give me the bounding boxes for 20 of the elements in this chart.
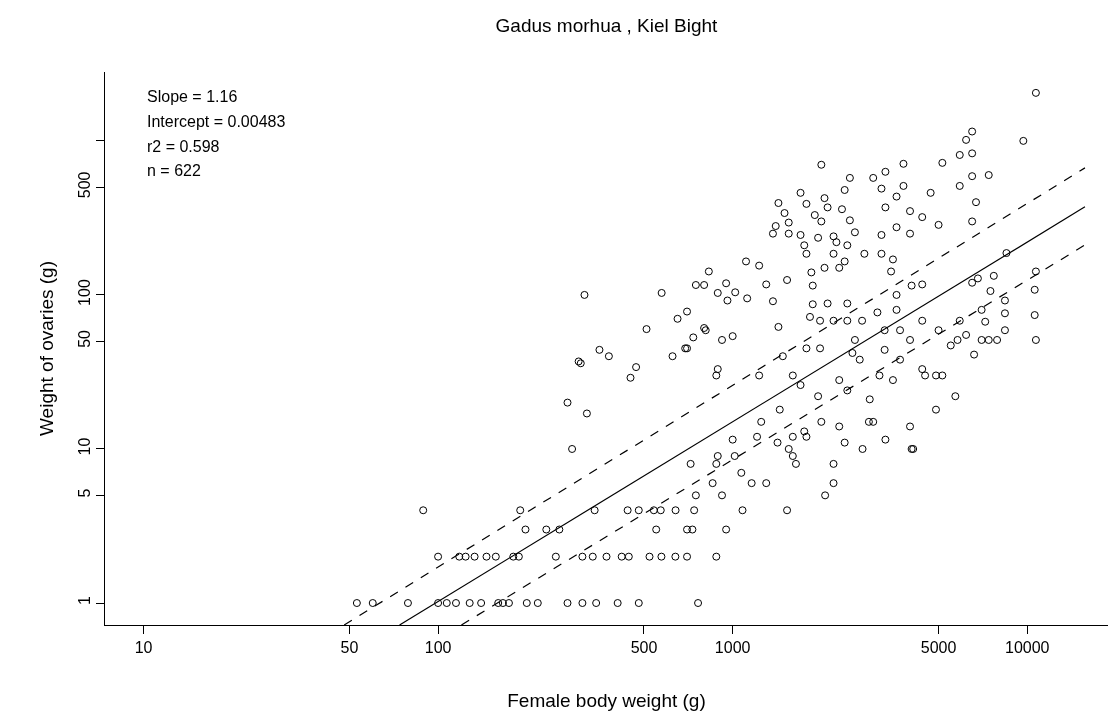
y-tick-label: 10 [75,437,93,456]
x-tick-label: 10000 [1004,639,1050,657]
annotation: Intercept = 0.00483 [147,113,286,130]
y-tick-label: 1 [75,596,93,606]
x-tick-label: 100 [424,639,452,657]
chart-title: Gadus morhua , Kiel Bight [495,15,719,37]
y-axis-title: Weight of ovaries (g) [36,261,58,436]
y-tick-label: 50 [75,329,93,348]
x-tick-label: 1000 [714,639,751,657]
y-tick-label: 100 [75,279,93,306]
annotation: Slope = 1.16 [147,88,238,105]
y-tick-label: 500 [75,171,93,199]
annotation: r2 = 0.598 [147,138,220,155]
y-tick-label: 5 [75,488,93,498]
x-tick-label: 500 [630,639,658,657]
x-axis-title: Female body weight (g) [507,690,706,711]
x-tick-label: 10 [134,639,153,657]
annotation: n = 622 [147,162,201,179]
x-tick-label: 5000 [920,639,957,657]
x-tick-label: 50 [340,639,359,657]
